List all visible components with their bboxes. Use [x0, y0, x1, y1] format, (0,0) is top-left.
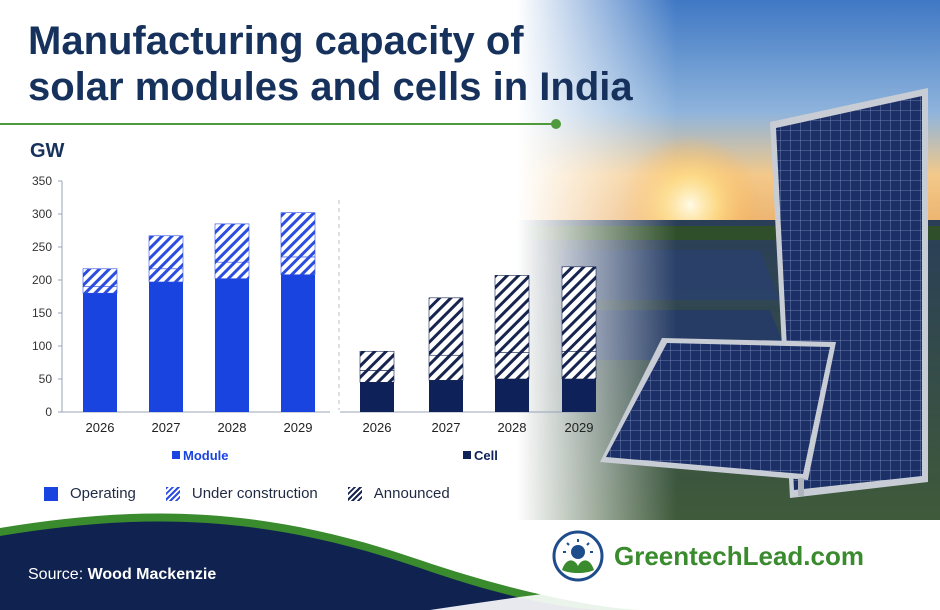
bar-cell-operating-2026: [360, 382, 394, 412]
legend-label-announced: Announced: [373, 485, 450, 502]
y-tick-label: 150: [32, 306, 52, 320]
bar-cell-operating-2029: [562, 379, 596, 412]
panel-label-marker-module: [172, 451, 180, 459]
y-tick-label: 50: [39, 372, 53, 386]
legend-swatch-operating: [44, 486, 58, 501]
source-credit: Source: Wood Mackenzie: [28, 566, 216, 584]
y-tick-label: 100: [32, 339, 52, 353]
page-title: Manufacturing capacity of solar modules …: [28, 18, 668, 110]
brand-logo[interactable]: GreentechLead.com: [552, 530, 864, 582]
y-tick-label: 0: [45, 405, 52, 419]
bar-cell-announced-2026: [359, 350, 395, 371]
x-tick-label-cell: 2028: [498, 420, 527, 435]
x-tick-label-cell: 2029: [565, 420, 594, 435]
x-tick-label-module: 2028: [218, 420, 247, 435]
bar-module-announced-2028: [214, 223, 250, 263]
x-tick-label-cell: 2027: [432, 420, 461, 435]
x-tick-label-module: 2029: [284, 420, 313, 435]
legend-item-operating: Operating: [44, 485, 136, 502]
y-tick-label: 300: [32, 207, 52, 221]
legend-swatch-under-construction: [165, 486, 180, 501]
bar-module-operating-2026: [83, 293, 117, 412]
bar-module-operating-2029: [281, 274, 315, 412]
panel-label-cell: Cell: [474, 448, 498, 463]
x-tick-label-module: 2026: [86, 420, 115, 435]
panel-label-module: Module: [183, 448, 229, 463]
logo-leaf-sun-icon: [552, 530, 604, 582]
y-axis-unit: GW: [30, 140, 65, 162]
y-tick-label: 250: [32, 240, 52, 254]
title-line-1: Manufacturing capacity of: [28, 19, 524, 63]
bar-cell-announced-2029: [561, 266, 597, 352]
title-line-2: solar modules and cells in India: [28, 65, 633, 109]
brand-name: GreentechLead.com: [614, 540, 864, 571]
bar-module-operating-2028: [215, 278, 249, 412]
title-underline: [0, 123, 556, 125]
chart-legend: Operating Under construction Announced: [44, 485, 480, 502]
legend-label-under-construction: Under construction: [191, 485, 318, 502]
x-tick-label-cell: 2026: [363, 420, 392, 435]
bar-cell-operating-2027: [429, 380, 463, 412]
bar-cell-operating-2028: [495, 379, 529, 412]
x-tick-label-module: 2027: [152, 420, 181, 435]
title-underline-dot: [551, 119, 561, 129]
source-prefix: Source:: [28, 566, 84, 583]
bar-module-announced-2029: [280, 212, 316, 258]
bar-cell-announced-2027: [428, 297, 464, 356]
legend-label-operating: Operating: [70, 485, 136, 502]
legend-item-announced: Announced: [347, 485, 450, 502]
bar-module-announced-2027: [148, 235, 184, 270]
legend-item-under-construction: Under construction: [165, 485, 318, 502]
bar-cell-announced-2028: [494, 275, 530, 353]
y-tick-label: 350: [32, 174, 52, 188]
panel-label-marker-cell: [463, 451, 471, 459]
bar-module-announced-2026: [82, 268, 118, 287]
bar-cell-under-construction-2029: [561, 350, 597, 380]
bar-cell-under-construction-2027: [428, 354, 464, 381]
y-tick-label: 200: [32, 273, 52, 287]
source-name: Wood Mackenzie: [87, 566, 217, 583]
bar-module-operating-2027: [149, 281, 183, 412]
legend-swatch-announced: [347, 486, 362, 501]
